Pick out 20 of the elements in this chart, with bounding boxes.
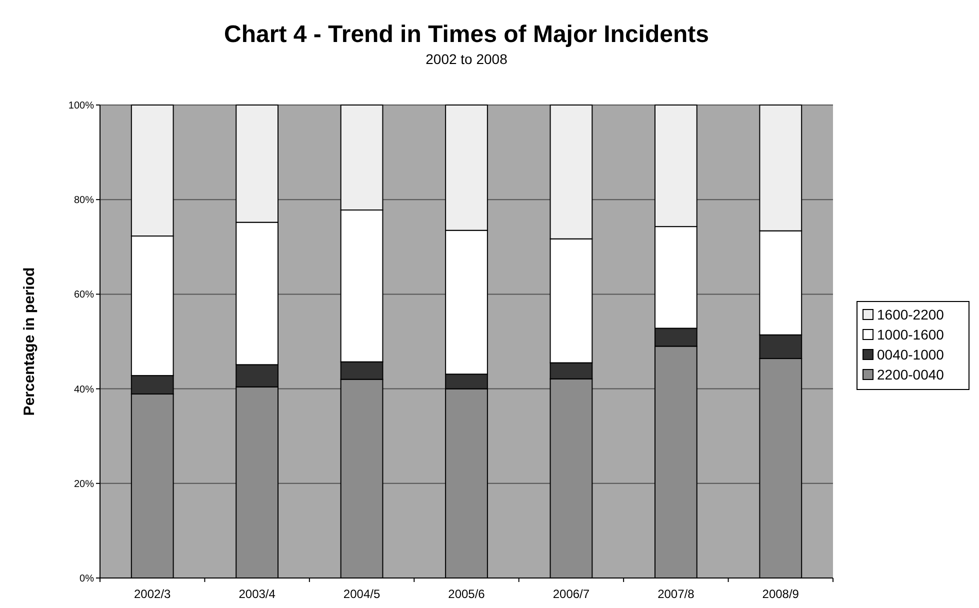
y-tick-label: 0% [80,574,94,584]
x-tick-label: 2002/3 [134,587,172,601]
x-tick-label: 2006/7 [552,587,590,601]
legend-label: 1600-2200 [877,306,944,322]
chart-subtitle: 2002 to 2008 [426,51,508,67]
x-tick-label: 2005/6 [448,587,486,601]
y-axis-title: Percentage in period [21,267,38,416]
y-tick-label: 20% [74,478,94,490]
legend-label: 1000-1600 [877,326,944,342]
chart-title: Chart 4 - Trend in Times of Major Incidents [224,21,709,48]
legend-label: 2200-0040 [877,366,944,382]
x-tick-label: 2007/8 [658,587,695,601]
x-tick-label: 2004/5 [343,587,380,601]
y-tick-label: 80% [74,195,94,206]
legend-label: 0040-1000 [877,346,944,362]
y-tick-label: 40% [74,384,94,396]
x-tick-label: 2008/9 [762,587,800,601]
x-tick-label: 2003/4 [238,587,276,601]
y-tick-label: 100% [68,100,94,112]
y-tick-label: 60% [74,290,94,301]
